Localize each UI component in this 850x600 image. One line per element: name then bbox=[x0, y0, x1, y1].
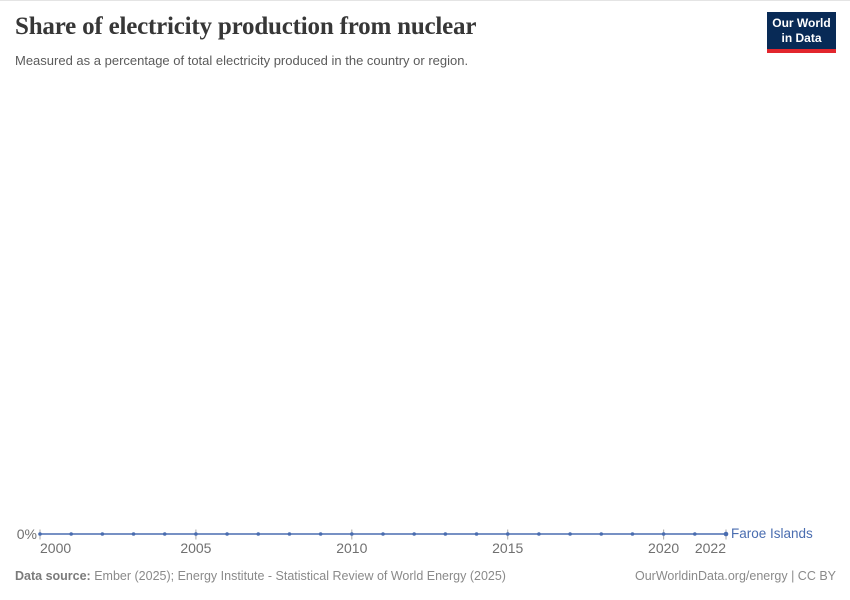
data-point[interactable] bbox=[693, 532, 697, 536]
chart-footer: Data source: Ember (2025); Energy Instit… bbox=[15, 569, 836, 583]
owid-logo-accent-bar bbox=[767, 49, 836, 53]
data-point[interactable] bbox=[318, 532, 323, 536]
data-point[interactable] bbox=[381, 532, 385, 536]
data-point[interactable] bbox=[630, 532, 635, 536]
data-point[interactable] bbox=[69, 532, 73, 536]
x-axis-tick-label: 2010 bbox=[336, 540, 368, 556]
data-point[interactable] bbox=[443, 532, 448, 536]
data-source-label: Data source: bbox=[15, 569, 91, 583]
data-point[interactable] bbox=[194, 532, 198, 536]
x-axis-tick-label: 2015 bbox=[492, 540, 524, 556]
data-point[interactable] bbox=[474, 532, 479, 536]
x-axis-tick-label: 2022 bbox=[694, 540, 726, 556]
data-source-note: Data source: Ember (2025); Energy Instit… bbox=[15, 569, 506, 583]
x-axis-tick-label: 2020 bbox=[648, 540, 680, 556]
data-point[interactable] bbox=[661, 532, 666, 536]
data-point[interactable] bbox=[287, 532, 292, 536]
data-source-text: Ember (2025); Energy Institute - Statist… bbox=[90, 569, 506, 583]
data-point[interactable] bbox=[568, 532, 572, 536]
chart-subtitle: Measured as a percentage of total electr… bbox=[15, 53, 469, 68]
x-axis-tick-label: 2005 bbox=[180, 540, 212, 556]
owid-logo-line1: Our World bbox=[772, 16, 831, 30]
owid-logo-box: Our World in Data bbox=[767, 12, 836, 49]
data-point[interactable] bbox=[599, 532, 604, 536]
owid-license-link[interactable]: OurWorldinData.org/energy | CC BY bbox=[634, 569, 836, 583]
data-point[interactable] bbox=[256, 532, 261, 536]
data-point[interactable] bbox=[100, 532, 105, 536]
y-axis-tick-label: 0% bbox=[16, 526, 37, 542]
owid-logo-line2: in Data bbox=[781, 31, 822, 45]
chart-title: Share of electricity production from nuc… bbox=[15, 13, 477, 40]
owid-logo[interactable]: Our World in Data bbox=[767, 12, 836, 53]
data-point[interactable] bbox=[537, 532, 541, 536]
data-point[interactable] bbox=[350, 532, 354, 536]
data-point[interactable] bbox=[162, 532, 167, 536]
data-point[interactable] bbox=[225, 532, 229, 536]
data-point[interactable] bbox=[412, 532, 416, 536]
series-label-faroe-islands[interactable]: Faroe Islands bbox=[731, 526, 813, 541]
data-point[interactable] bbox=[131, 532, 136, 536]
x-axis-tick-label: 2000 bbox=[40, 540, 72, 556]
data-point[interactable] bbox=[38, 532, 42, 536]
data-point[interactable] bbox=[505, 532, 510, 536]
data-point[interactable] bbox=[723, 531, 729, 537]
